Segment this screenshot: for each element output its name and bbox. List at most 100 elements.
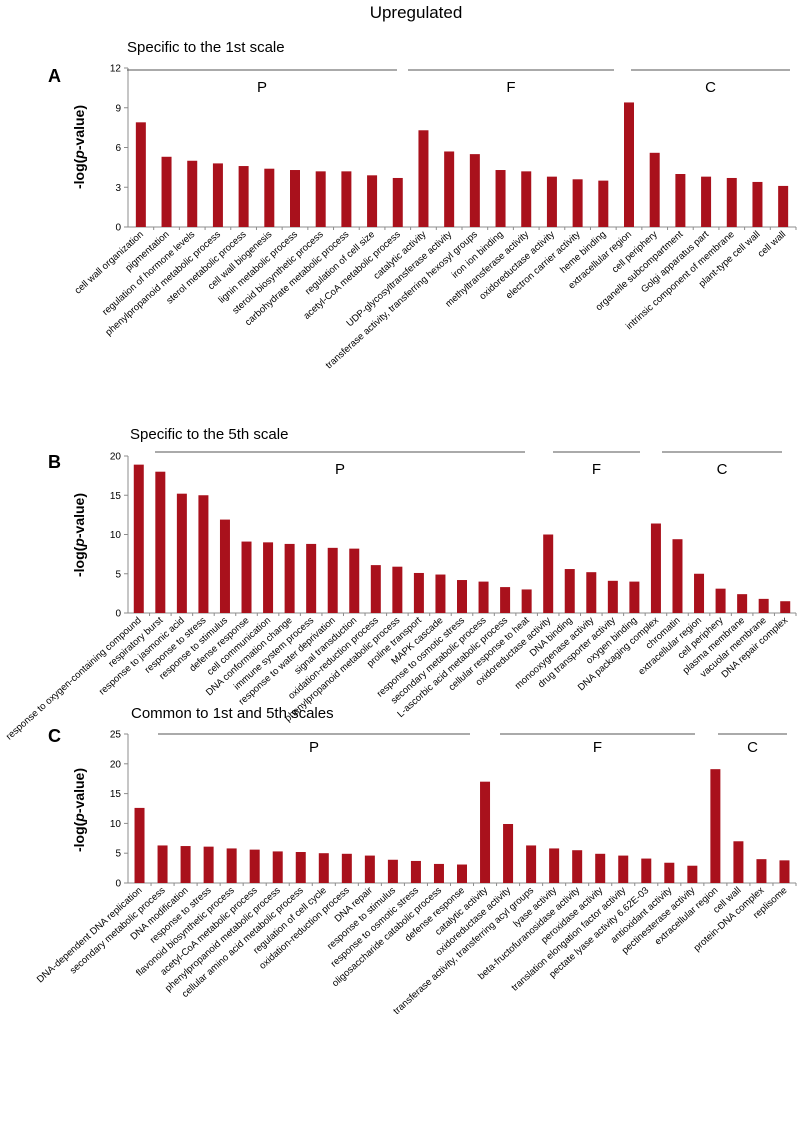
bar — [758, 598, 769, 613]
bar — [701, 176, 712, 227]
group-label-f: F — [593, 739, 602, 756]
bar — [457, 864, 467, 883]
bar — [710, 769, 721, 883]
bar — [444, 151, 455, 227]
bar — [367, 175, 378, 227]
bar — [263, 542, 274, 613]
bar — [672, 539, 683, 613]
bar — [212, 163, 223, 227]
bar — [595, 853, 606, 883]
bar — [241, 541, 252, 613]
bar — [198, 495, 209, 613]
y-tick-label: 3 — [115, 183, 121, 194]
bar — [392, 177, 403, 227]
bar — [306, 543, 317, 613]
bar — [433, 863, 444, 883]
bar — [521, 589, 532, 613]
bar — [180, 846, 191, 883]
y-tick-label: 6 — [115, 143, 121, 154]
group-label-c: C — [717, 461, 728, 478]
y-axis-label: -log(p-value) — [71, 493, 87, 577]
bar — [272, 851, 283, 883]
bar — [327, 547, 338, 613]
bar — [478, 581, 489, 613]
bar — [495, 170, 506, 227]
bar — [364, 855, 375, 883]
bar — [543, 534, 554, 613]
x-tick-label: response to jasmonic acid — [97, 615, 187, 697]
bar — [457, 580, 467, 613]
bar — [607, 580, 618, 613]
bar — [469, 154, 480, 227]
bar — [238, 166, 249, 227]
bar — [284, 543, 295, 613]
bar — [155, 471, 166, 613]
bar — [341, 853, 352, 883]
y-tick-label: 20 — [110, 452, 122, 463]
bar — [435, 574, 446, 613]
bar — [157, 845, 168, 883]
y-tick-label: 0 — [115, 879, 121, 890]
group-label-f: F — [592, 461, 601, 478]
y-tick-label: 10 — [110, 819, 122, 830]
bar — [715, 588, 726, 613]
bar — [650, 523, 661, 613]
bar — [641, 858, 652, 883]
panel-subtitle: Common to 1st and 5th scales — [131, 705, 334, 722]
panel-letter: B — [48, 452, 61, 472]
bar — [315, 171, 326, 227]
bar — [133, 464, 144, 613]
bar — [526, 845, 537, 883]
y-tick-label: 0 — [115, 609, 121, 620]
bar — [349, 548, 360, 613]
y-tick-label: 9 — [115, 103, 121, 114]
bar — [413, 572, 424, 613]
y-tick-label: 15 — [110, 789, 122, 800]
bar — [410, 860, 421, 883]
figure-title: Upregulated — [370, 3, 463, 22]
bar — [503, 823, 514, 883]
bar — [572, 179, 583, 227]
bar — [370, 565, 381, 613]
bar — [733, 841, 744, 883]
bar — [618, 855, 629, 883]
y-tick-label: 15 — [110, 491, 122, 502]
bar — [549, 848, 560, 883]
bar — [546, 176, 557, 227]
bar — [649, 152, 660, 227]
bar — [134, 807, 145, 883]
bar — [624, 102, 634, 227]
panels-group: A Specific to the 1st scale -log(p-value) 0… — [4, 39, 797, 1017]
bar — [694, 573, 705, 613]
bar — [480, 781, 491, 883]
y-axis-label: -log(p-value) — [71, 768, 87, 852]
bar — [176, 493, 187, 613]
y-tick-label: 10 — [110, 530, 122, 541]
bar — [687, 865, 698, 883]
y-tick-label: 20 — [110, 759, 122, 770]
group-label-p: P — [309, 739, 319, 756]
bar — [295, 852, 306, 883]
bar — [290, 170, 300, 227]
bar — [387, 859, 398, 883]
bar — [318, 853, 329, 883]
panel-subtitle: Specific to the 1st scale — [127, 39, 285, 56]
bar — [675, 174, 686, 227]
panel-letter: A — [48, 66, 61, 86]
bar — [564, 569, 575, 613]
bar — [629, 581, 640, 613]
panel-a: A Specific to the 1st scale -log(p-value) 0… — [48, 39, 797, 371]
panel-b: B Specific to the 5th scale -log(p-value) 0… — [4, 426, 797, 742]
group-label-p: P — [257, 79, 267, 96]
bar — [418, 130, 429, 227]
group-label-p: P — [335, 461, 345, 478]
bar — [161, 156, 172, 227]
bar — [586, 572, 597, 613]
bar — [187, 160, 198, 227]
panel-subtitle: Specific to the 5th scale — [130, 426, 288, 443]
y-tick-label: 0 — [115, 223, 121, 234]
bar — [521, 171, 532, 227]
bar — [219, 519, 230, 613]
panel-letter: C — [48, 726, 61, 746]
